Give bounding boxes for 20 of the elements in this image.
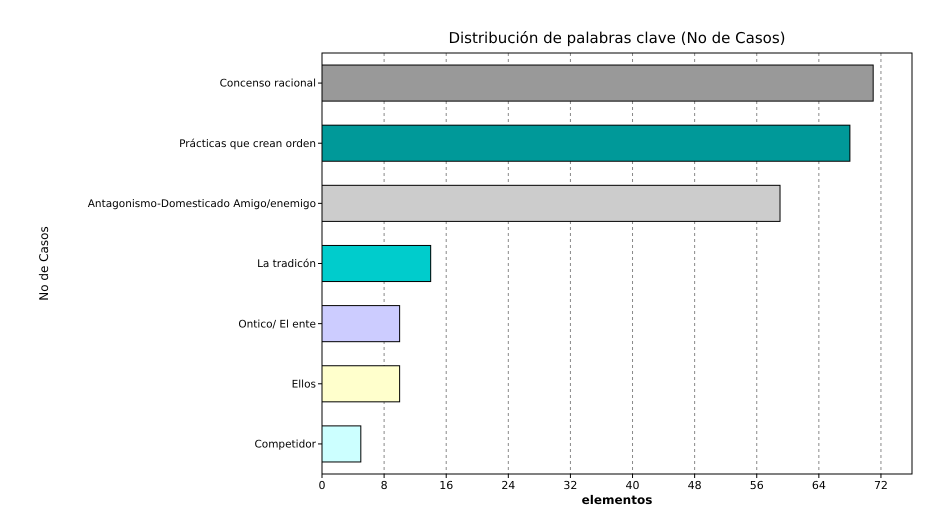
x-tick-label: 40	[626, 479, 640, 492]
x-tick-label: 64	[812, 479, 826, 492]
y-axis-title: No de Casos	[37, 226, 51, 301]
y-tick-label: Competidor	[254, 438, 317, 451]
x-tick-label: 72	[874, 479, 888, 492]
x-axis-title: elementos	[582, 493, 652, 507]
y-tick-label: Ontico/ El ente	[238, 318, 316, 330]
y-tick-label: Prácticas que crean orden	[179, 138, 316, 150]
y-tick-label: Antagonismo-Domesticado Amigo/enemigo	[88, 198, 316, 210]
x-tick-label: 32	[563, 479, 578, 492]
y-tick-label: Concenso racional	[220, 78, 316, 90]
x-tick-label: 0	[318, 479, 326, 492]
chart-title: Distribución de palabras clave (No de Casos)	[448, 29, 786, 47]
x-tick-label: 56	[750, 479, 764, 492]
x-tick-label: 48	[688, 479, 702, 492]
x-tick-label: 8	[380, 479, 388, 492]
x-tick-label: 24	[501, 479, 516, 492]
y-tick-label: La tradicón	[257, 258, 316, 270]
x-tick-label: 16	[439, 479, 454, 492]
y-tick-label: Ellos	[292, 378, 316, 390]
